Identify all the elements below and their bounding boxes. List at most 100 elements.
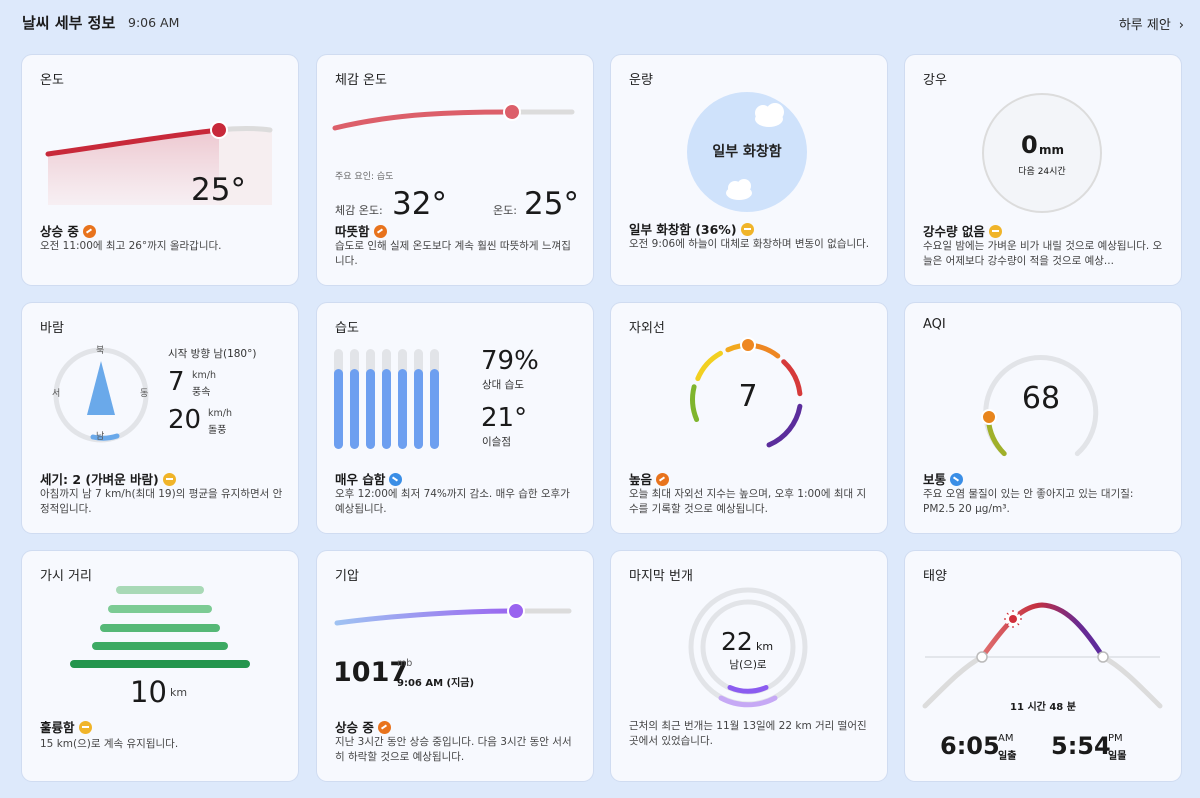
trend-up-icon	[82, 225, 96, 238]
card-pressure[interactable]: 기압 1017 mb 9:06 AM (지금) 상승 중 지난 3시간 동안 상…	[317, 551, 593, 781]
wind-gust-label: 돌풍	[208, 425, 227, 436]
feels-like-status-label: 따뜻함	[335, 224, 370, 239]
uv-value: 7	[738, 379, 758, 414]
card-title: AQI	[923, 317, 946, 332]
uv-status-label: 높음	[629, 472, 653, 487]
cloud-icon	[726, 179, 752, 200]
sunrise-time: 6:05	[940, 732, 1000, 760]
sun-arc	[922, 602, 1163, 709]
aqi-indicator-icon	[981, 409, 997, 425]
daylight-duration: 11 시간 48 분	[1010, 702, 1076, 713]
card-title: 습도	[335, 321, 359, 336]
dew-point-label: 이슬점	[482, 436, 511, 448]
card-uv[interactable]: 자외선 7 높음 오늘 최대 자외선 지수는 높으며, 오후 1:00에 최대 …	[611, 303, 887, 533]
precip-value: 0	[1021, 131, 1038, 159]
uv-gauge	[690, 337, 803, 448]
temperature-status: 상승 중	[40, 221, 96, 240]
wind-speed-unit: km/h	[192, 370, 216, 381]
uv-status: 높음	[629, 469, 670, 488]
wind-status: 세기: 2 (가벼운 바람)	[40, 469, 176, 488]
trend-flat-icon	[78, 721, 92, 734]
feels-like-desc: 습도로 인해 실제 온도보다 계속 훨씬 따뜻하게 느껴집니다.	[335, 240, 571, 267]
wind-gust-value: 20	[168, 405, 202, 435]
temperature-desc: 오전 11:00에 최고 26°까지 올라갑니다.	[40, 240, 222, 252]
wind-speed-label: 풍속	[192, 387, 211, 398]
card-humidity[interactable]: 습도 79% 상대 습도 21° 이슬점 매우 습함 오후 12:00에 최저 …	[317, 303, 593, 533]
header-bar: 날씨 세부 정보 9:06 AM 하루 제안 ›	[22, 12, 1184, 36]
pressure-status: 상승 중	[335, 717, 391, 736]
humidity-bars	[334, 349, 439, 449]
trend-flat-icon	[162, 473, 176, 486]
lightning-distance-unit: km	[756, 640, 774, 653]
lightning-desc: 근처의 최근 번개는 11월 13일에 22 km 거리 떨어진 곳에서 있었습…	[629, 720, 867, 747]
precip-period: 다음 24시간	[1018, 167, 1066, 177]
trend-flat-icon	[740, 223, 754, 236]
uv-indicator-icon	[740, 337, 756, 353]
card-title: 체감 온도	[335, 73, 387, 88]
compass-east: 동	[140, 389, 149, 399]
card-cloud-cover[interactable]: 운량 일부 화창함 일부 화창함 (36%) 오전 9:06에 하늘이 대체로 …	[611, 55, 887, 285]
sunrise-ampm: AM	[998, 733, 1014, 744]
aqi-status-label: 보통	[923, 472, 947, 487]
humidity-bar-fill	[398, 369, 407, 449]
aqi-gauge	[981, 355, 1099, 457]
card-aqi[interactable]: AQI 68 보통 주요 오염 물질이 있는 안 좋아지고 있는 대기질: PM…	[905, 303, 1181, 533]
trend-flat-icon	[988, 225, 1002, 238]
card-lightning[interactable]: 마지막 번개 22 km 남(으)로 근처의 최근 번개는 11월 13일에 2…	[611, 551, 887, 781]
trend-down-icon	[950, 473, 964, 486]
precip-status-label: 강수량 없음	[923, 224, 985, 239]
visibility-status: 훌륭함	[40, 717, 92, 736]
pressure-graph	[334, 602, 572, 626]
card-precipitation[interactable]: 강우 0 mm 다음 24시간 강수량 없음 수요일 밤에는 가벼운 비가 내릴…	[905, 55, 1181, 285]
sun-position-icon	[1004, 610, 1022, 628]
dew-point-value: 21°	[481, 403, 528, 433]
feels-like-status: 따뜻함	[335, 221, 387, 240]
feels-like-value: 32°	[392, 186, 447, 222]
cloud-cover-status: 일부 화창함 (36%)	[629, 219, 754, 238]
card-sun[interactable]: 태양 11 시간 48 분 6:05 AM	[905, 551, 1181, 781]
daily-suggestion-label: 하루 제안	[1118, 18, 1171, 33]
trend-up-icon	[656, 473, 670, 486]
humidity-label: 상대 습도	[482, 379, 524, 391]
humidity-bar-fill	[414, 369, 423, 449]
visibility-value: 10	[130, 675, 167, 709]
chevron-right-icon: ›	[1178, 18, 1184, 33]
card-title: 태양	[923, 569, 947, 584]
humidity-bar-fill	[430, 369, 439, 449]
compass-south: 남	[96, 432, 105, 442]
visibility-desc: 15 km(으)로 계속 유지됩니다.	[40, 738, 179, 750]
wind-compass	[53, 347, 149, 443]
cloud-cover-desc: 오전 9:06에 하늘이 대체로 화창하며 변동이 없습니다.	[629, 238, 870, 250]
temperature-graph	[45, 121, 273, 205]
pressure-unit: mb	[397, 658, 413, 669]
card-feels-like[interactable]: 체감 온도 주요 요인: 습도 체감 온도: 32° 온도: 25° 따뜻함 습…	[317, 55, 593, 285]
card-title: 운량	[629, 73, 653, 88]
humidity-bar-fill	[382, 369, 391, 449]
visibility-unit: km	[170, 686, 188, 699]
card-title: 자외선	[629, 321, 665, 336]
humidity-value: 79%	[481, 346, 539, 376]
card-wind[interactable]: 바람 북 남 서 동 시작 방향 남(180°) 7 km/h 풍속 20 km…	[22, 303, 298, 533]
feels-like-graph	[332, 103, 575, 131]
compass-north: 북	[96, 346, 105, 356]
sunset-label: 일몰	[1108, 751, 1127, 762]
daily-suggestion-link[interactable]: 하루 제안 ›	[1119, 14, 1184, 33]
actual-temp-value: 25°	[524, 186, 579, 222]
temperature-value: 25°	[191, 172, 246, 208]
pressure-value: 1017	[333, 657, 409, 688]
wind-direction-arrow-icon	[87, 361, 115, 415]
pressure-time: 9:06 AM (지금)	[397, 678, 475, 689]
humidity-bar-fill	[334, 369, 343, 449]
card-temperature[interactable]: 온도 25° 상승 중 오전 11:00에 최고 26°까지 올라갑니다.	[22, 55, 298, 285]
trend-up-icon	[377, 721, 391, 734]
precip-unit: mm	[1039, 143, 1065, 157]
cloud-cover-graphic	[687, 92, 807, 212]
pressure-desc: 지난 3시간 동안 상승 중입니다. 다음 3시간 동안 서서히 하락할 것으로…	[335, 736, 572, 763]
card-visibility[interactable]: 가시 거리 10 km 훌륭함 15 km(으)로 계속 유지됩니다.	[22, 551, 298, 781]
pressure-status-label: 상승 중	[335, 720, 374, 735]
card-title: 바람	[40, 321, 64, 336]
aqi-status: 보통	[923, 469, 964, 488]
feels-like-label: 체감 온도:	[335, 204, 383, 217]
wind-gust-unit: km/h	[208, 408, 232, 419]
wind-speed-value: 7	[168, 367, 185, 397]
